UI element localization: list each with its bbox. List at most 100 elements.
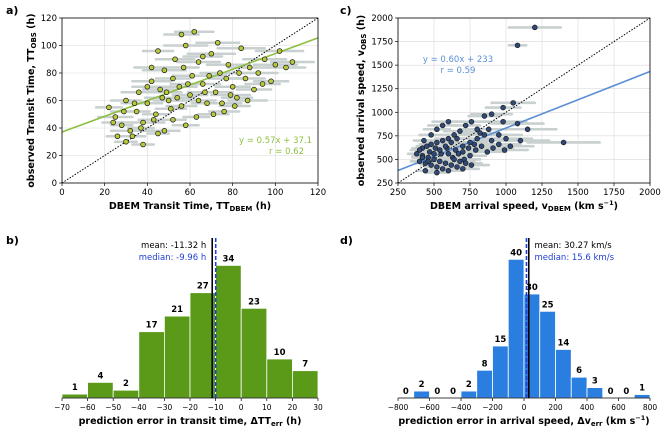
x-axis-label: prediction error in arrival speed, Δverr…	[398, 414, 649, 428]
mean-label: mean: 30.27 km/s	[534, 241, 612, 251]
data-point	[439, 166, 446, 172]
histogram-bar	[163, 315, 191, 399]
data-point	[136, 89, 142, 95]
identity-line	[398, 18, 650, 183]
data-point	[434, 169, 440, 176]
x-tick-label: −40	[131, 403, 147, 412]
y-tick-label: 1750	[371, 38, 393, 48]
data-point	[503, 135, 509, 142]
data-point	[114, 133, 121, 140]
data-point	[454, 135, 460, 142]
data-point	[121, 108, 127, 115]
x-tick-label: −200	[482, 403, 503, 412]
data-point	[170, 75, 176, 82]
data-point	[500, 118, 506, 125]
histogram-bar	[112, 389, 140, 399]
data-point	[112, 114, 119, 120]
x-axis-label: prediction error in transit time, ΔTTerr…	[79, 416, 302, 428]
data-point	[289, 59, 296, 65]
x-tick-label: 2000	[639, 188, 661, 198]
data-point	[496, 141, 502, 148]
data-point	[244, 97, 251, 104]
data-point	[227, 92, 234, 98]
data-point	[478, 143, 485, 149]
data-point	[421, 137, 427, 144]
x-tick-label: 800	[643, 403, 658, 412]
data-point	[219, 100, 225, 106]
bar-value-label: 21	[171, 305, 183, 315]
y-tick-label: 750	[377, 132, 393, 142]
data-point	[189, 72, 195, 79]
x-tick-label: 0	[59, 188, 64, 198]
bar-value-label: 0	[403, 387, 409, 397]
data-point	[434, 164, 440, 170]
y-tick-label: 80	[46, 69, 57, 79]
data-point	[138, 125, 144, 131]
data-point	[140, 119, 146, 126]
histogram-bar	[215, 264, 242, 399]
mean-label: mean: -11.32 h	[141, 241, 206, 251]
y-tick-label: 1500	[371, 61, 393, 71]
data-point	[439, 122, 446, 129]
bar-value-label: 17	[146, 321, 158, 331]
x-tick-label: 0	[239, 403, 244, 412]
data-point	[462, 122, 469, 129]
data-point	[129, 133, 136, 140]
data-point	[434, 139, 440, 146]
data-point	[437, 147, 443, 153]
data-point	[451, 132, 457, 138]
x-tick-label: 0	[522, 403, 527, 412]
x-tick-label: −20	[182, 403, 198, 412]
data-point	[460, 166, 466, 172]
data-point	[477, 130, 483, 136]
data-point	[514, 120, 521, 127]
data-point	[431, 151, 437, 157]
x-tick-label: 1000	[495, 188, 517, 198]
data-point	[261, 56, 268, 62]
data-point	[182, 42, 189, 49]
data-point	[468, 162, 475, 168]
data-point	[204, 100, 210, 106]
data-point	[172, 56, 178, 62]
x-tick-label: 750	[462, 188, 478, 198]
panel-a: a) 0 20 40 60 80 100 120 0 20 40 60 80 100 120 y = 0.57…	[6, 4, 326, 213]
data-point	[419, 154, 426, 161]
data-point	[155, 48, 161, 54]
x-tick-label: 100	[267, 188, 283, 198]
data-point	[442, 160, 449, 166]
y-tick-label: 20	[46, 152, 57, 162]
bar-value-label: 6	[576, 366, 582, 376]
histogram-bar	[240, 307, 268, 399]
x-tick-label: 1250	[531, 188, 553, 198]
data-point	[560, 139, 567, 146]
data-point	[161, 67, 168, 73]
y-tick-label: 1000	[371, 108, 393, 118]
data-point	[457, 128, 463, 134]
data-point	[460, 149, 466, 155]
data-point	[272, 61, 279, 68]
data-point	[413, 151, 420, 157]
data-point	[434, 126, 440, 133]
data-point	[431, 156, 437, 163]
data-point	[238, 45, 244, 51]
x-tick-label: 1500	[567, 188, 589, 198]
x-tick-label: 30	[313, 403, 323, 412]
bar-value-label: 27	[197, 282, 209, 292]
data-point	[193, 114, 200, 120]
data-point	[485, 126, 492, 133]
axes-frame	[397, 17, 651, 184]
data-point	[457, 158, 463, 165]
data-point	[221, 108, 227, 115]
histogram-bar	[266, 358, 293, 399]
bar-value-label: 3	[592, 377, 598, 387]
data-point	[428, 162, 434, 168]
data-point	[223, 75, 230, 82]
panel-label: a)	[6, 4, 18, 17]
bar-value-label: 34	[222, 254, 234, 264]
data-point	[454, 164, 460, 170]
bar-value-label: 0	[623, 387, 629, 397]
data-point	[127, 128, 134, 134]
data-point	[153, 111, 159, 117]
bar-value-label: 15	[494, 335, 506, 345]
data-point	[524, 126, 531, 133]
